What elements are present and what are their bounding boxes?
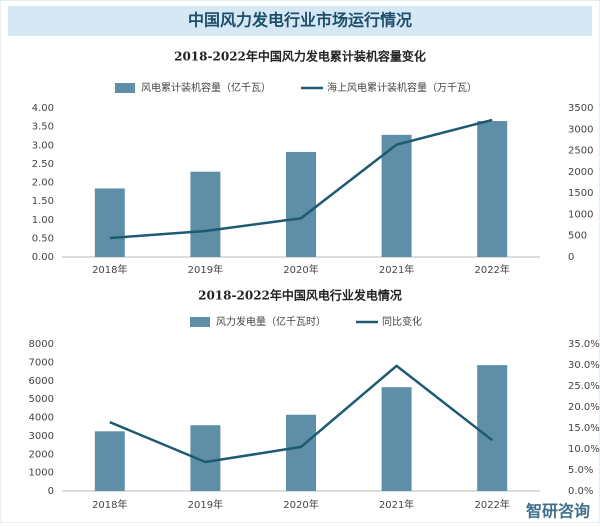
x-tick-label: 2018年: [92, 498, 127, 511]
bar: [94, 188, 125, 257]
y2-tick-label: 3500: [568, 103, 593, 114]
y-tick-label: 0.50: [32, 233, 54, 244]
y-tick-label: 4.00: [32, 103, 54, 114]
y2-tick-label: 3000: [568, 124, 593, 135]
x-tick-label: 2021年: [379, 498, 414, 511]
bar: [477, 365, 508, 491]
y-tick-label: 3.00: [32, 140, 54, 151]
y-tick-label: 0.00: [32, 252, 54, 263]
header-bar: [8, 6, 592, 36]
legend-label: 同比变化: [382, 315, 422, 328]
legend-label: 风力发电量（亿千瓦时）: [216, 315, 326, 328]
y-tick-label: 2000: [29, 449, 54, 460]
y-tick-label: 0: [48, 486, 54, 497]
y2-tick-label: 2000: [568, 167, 593, 178]
legend-swatch: [190, 317, 210, 327]
x-tick-label: 2021年: [379, 263, 414, 276]
y2-tick-label: 0: [568, 252, 574, 263]
bar: [190, 171, 221, 257]
y2-tick-label: 2500: [568, 146, 593, 157]
y-tick-label: 1.50: [32, 196, 54, 207]
y2-tick-label: 5.0%: [568, 465, 593, 476]
y-tick-label: 3000: [29, 431, 54, 442]
y2-tick-label: 25.0%: [568, 381, 600, 392]
legend-label: 海上风电累计装机容量（万千瓦）: [327, 81, 477, 94]
legend-swatch: [115, 83, 135, 93]
logo: 智研咨询: [526, 502, 590, 521]
x-tick-label: 2020年: [283, 498, 318, 511]
y-tick-label: 6000: [29, 376, 54, 387]
y-tick-label: 5000: [29, 394, 54, 405]
y2-tick-label: 1000: [568, 209, 593, 220]
y-tick-label: 4000: [29, 413, 54, 424]
page-title: 中国风力发电行业市场运行情况: [188, 11, 412, 30]
x-tick-label: 2020年: [283, 263, 318, 276]
x-tick-label: 2018年: [92, 263, 127, 276]
y-tick-label: 1000: [29, 468, 54, 479]
y2-tick-label: 500: [568, 231, 587, 242]
x-tick-label: 2022年: [474, 498, 509, 511]
legend-label: 风电累计装机容量（亿千瓦）: [141, 81, 271, 94]
chart-title: 2018-2022年中国风电行业发电情况: [198, 288, 402, 303]
bar: [286, 151, 316, 257]
y2-tick-label: 20.0%: [568, 402, 600, 413]
y-tick-label: 7000: [29, 357, 54, 368]
x-tick-label: 2019年: [188, 263, 223, 276]
bar: [286, 414, 316, 491]
bar: [381, 387, 412, 491]
x-tick-label: 2019年: [188, 498, 223, 511]
y2-tick-label: 15.0%: [568, 423, 600, 434]
y-tick-label: 2.00: [32, 178, 54, 189]
y2-tick-label: 30.0%: [568, 360, 600, 371]
y-tick-label: 1.00: [32, 215, 54, 226]
bar: [381, 134, 412, 257]
line: [109, 364, 493, 464]
y-tick-label: 2.50: [32, 159, 54, 170]
x-tick-label: 2022年: [474, 263, 509, 276]
bar: [94, 431, 125, 491]
line: [109, 118, 493, 240]
y2-tick-label: 35.0%: [568, 339, 600, 350]
y2-tick-label: 10.0%: [568, 444, 600, 455]
y-tick-label: 8000: [29, 339, 54, 350]
chart-title: 2018-2022年中国风力发电累计装机容量变化: [174, 49, 426, 64]
y2-tick-label: 1500: [568, 188, 593, 199]
y2-tick-label: 0.0%: [568, 486, 593, 497]
bar: [477, 121, 508, 257]
y-tick-label: 3.50: [32, 122, 54, 133]
